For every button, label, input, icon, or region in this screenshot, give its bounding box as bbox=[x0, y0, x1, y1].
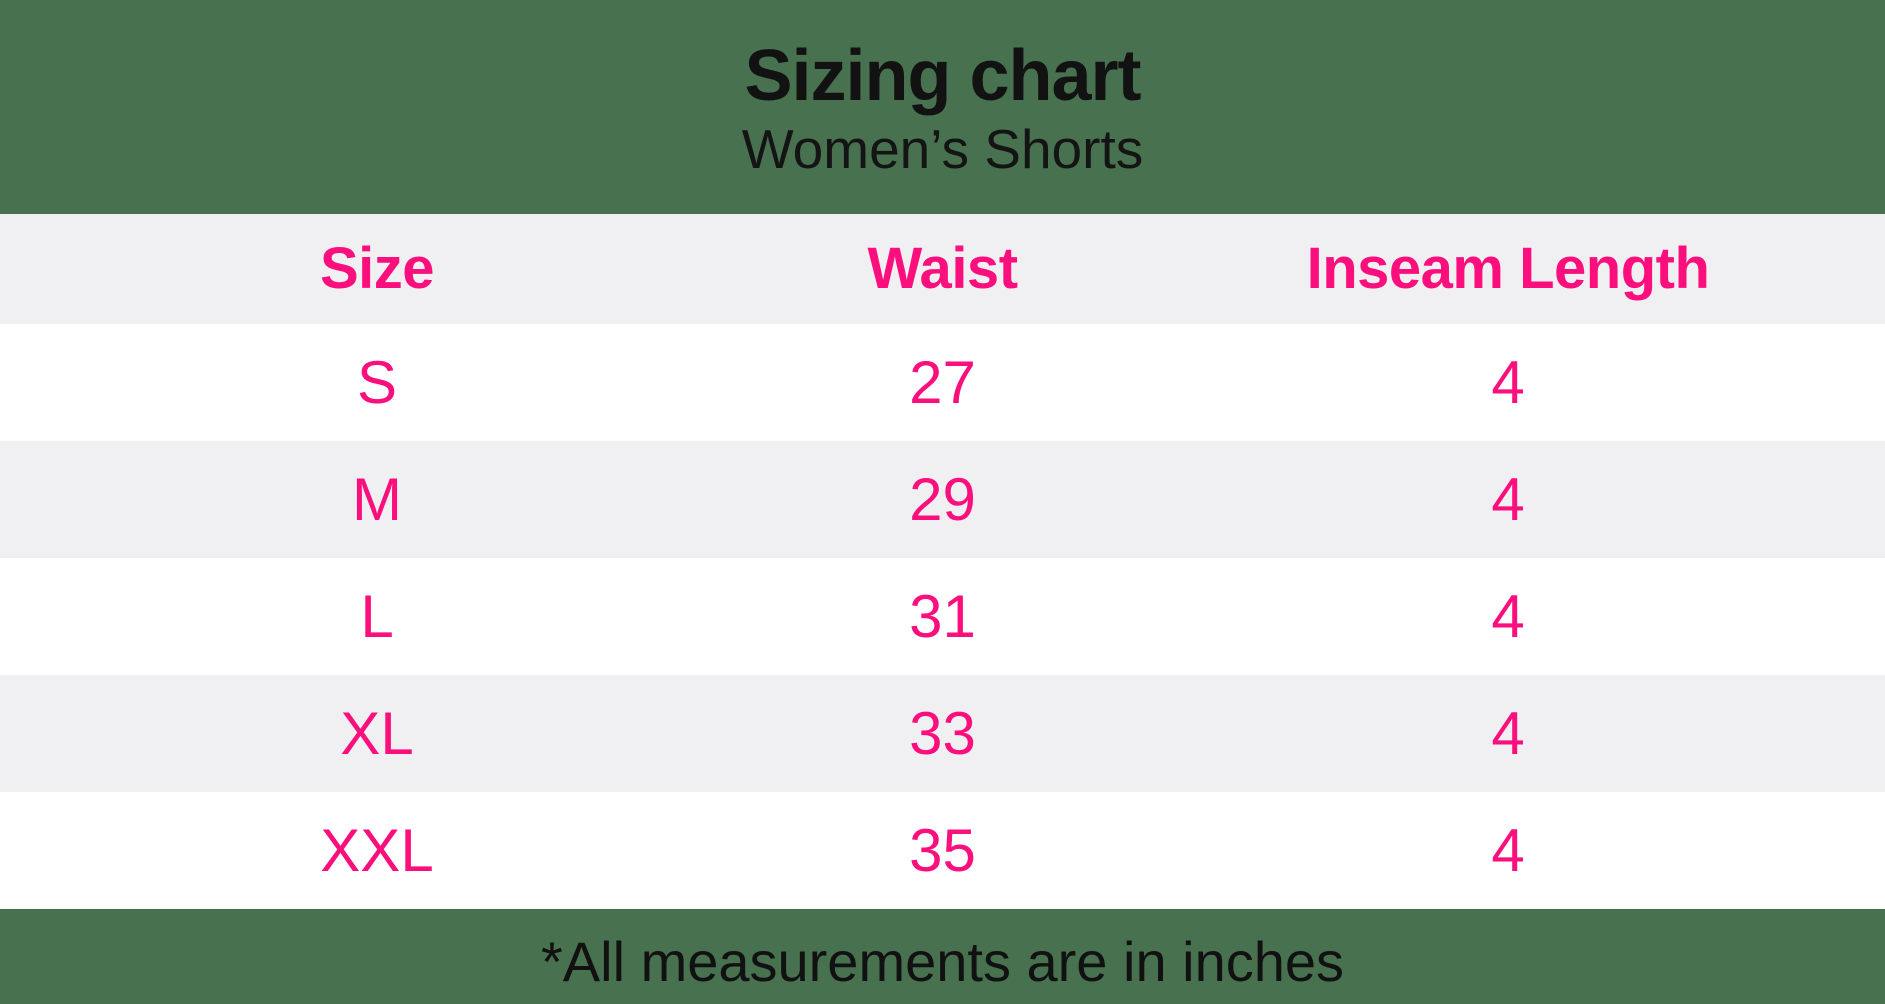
chart-header: Sizing chart Women’s Shorts bbox=[0, 0, 1885, 214]
waist-value: 27 bbox=[909, 348, 976, 416]
table-row-xxl: XXL 35 4 bbox=[0, 792, 1885, 909]
table-row-m: M 29 4 bbox=[0, 441, 1885, 558]
table-row-l: L 31 4 bbox=[0, 558, 1885, 675]
waist-value: 31 bbox=[909, 582, 976, 650]
size-table: Size Waist Inseam Length S 27 4 M 29 4 L… bbox=[0, 214, 1885, 909]
size-value: L bbox=[360, 582, 394, 650]
chart-footer: *All measurements are in inches bbox=[0, 909, 1885, 1004]
size-value: XXL bbox=[320, 816, 434, 884]
column-header-inseam-length: Inseam Length bbox=[1306, 236, 1710, 301]
table-header-row: Size Waist Inseam Length bbox=[0, 214, 1885, 324]
waist-value: 33 bbox=[909, 699, 976, 767]
size-value: XL bbox=[340, 699, 414, 767]
size-value: S bbox=[356, 348, 398, 416]
table-row-s: S 27 4 bbox=[0, 324, 1885, 441]
inseam-value: 4 bbox=[1491, 582, 1525, 650]
inseam-value: 4 bbox=[1491, 465, 1525, 533]
column-header-waist: Waist bbox=[867, 236, 1018, 301]
table-row-xl: XL 33 4 bbox=[0, 675, 1885, 792]
inseam-value: 4 bbox=[1491, 816, 1525, 884]
page-subtitle: Women’s Shorts bbox=[741, 117, 1144, 180]
page-title: Sizing chart bbox=[744, 35, 1141, 116]
measurements-footnote: *All measurements are in inches bbox=[540, 929, 1345, 993]
column-header-size: Size bbox=[319, 236, 435, 301]
inseam-value: 4 bbox=[1491, 348, 1525, 416]
waist-value: 35 bbox=[909, 816, 976, 884]
waist-value: 29 bbox=[909, 465, 976, 533]
size-value: M bbox=[352, 465, 402, 533]
inseam-value: 4 bbox=[1491, 699, 1525, 767]
